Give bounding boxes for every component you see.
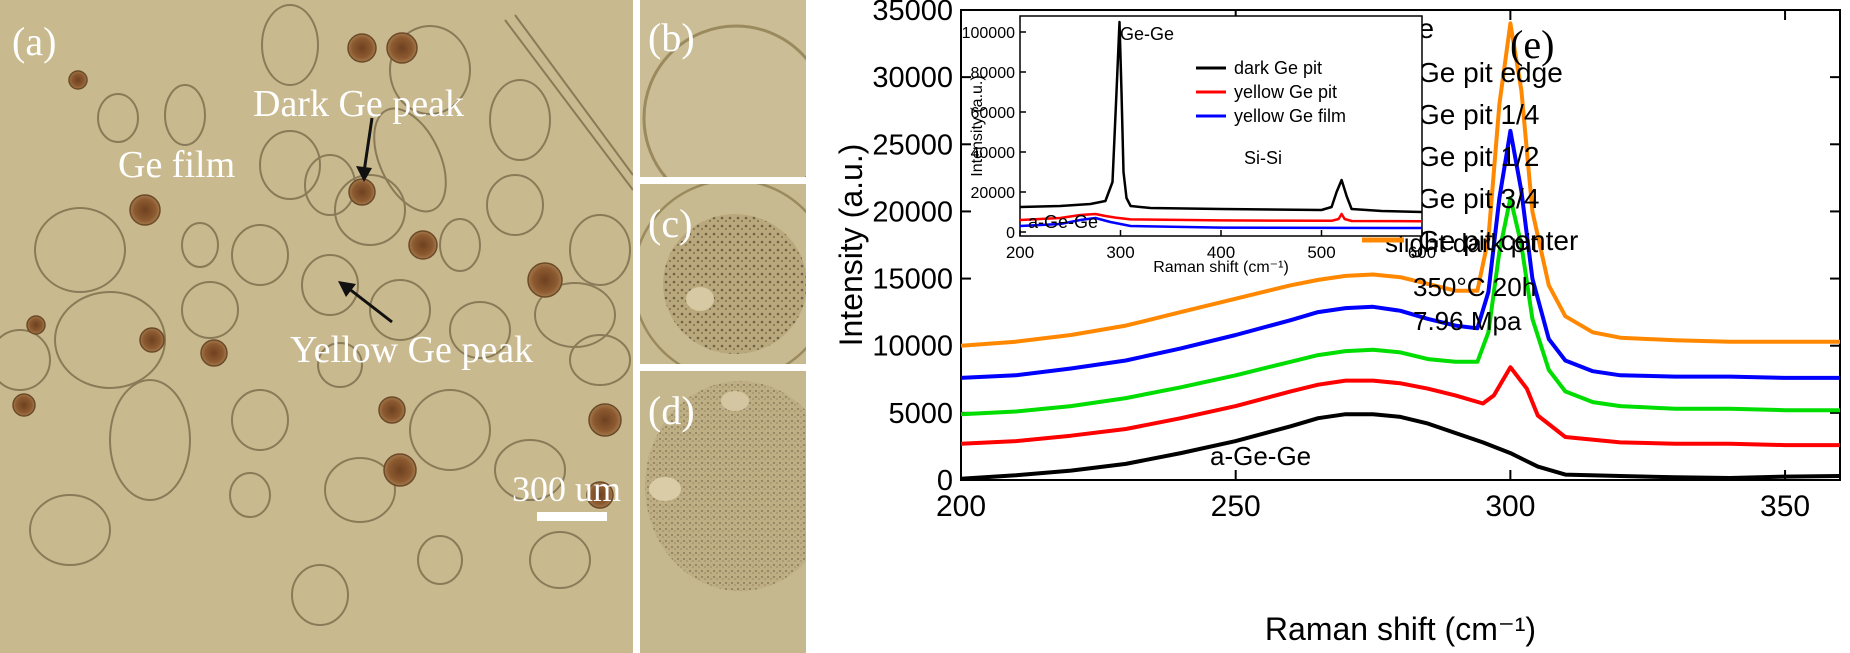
inset-ge-ge-annotation: Ge-Ge — [1120, 24, 1174, 44]
scale-bar — [537, 512, 607, 521]
inset-y-tick-label: 40000 — [971, 145, 1016, 162]
x-tick-label: 300 — [1485, 490, 1535, 523]
panel-e-label: (e) — [1510, 22, 1554, 67]
condition-2-annotation: 350°C 20h — [1413, 272, 1536, 302]
inset-x-tick-label: 200 — [1006, 243, 1034, 262]
inset-y-tick-label: 20000 — [971, 185, 1016, 202]
micrograph-b-image — [642, 24, 806, 177]
micrograph-panel-a: (a) Dark Ge peak Ge film Yellow Ge peak … — [0, 0, 633, 653]
series-line-ge-pit-3-4 — [960, 128, 1840, 380]
inset-series-line-yellow-ge-film — [1019, 216, 1423, 230]
inset-y-tick-label: 0 — [1006, 225, 1015, 242]
panel-c-label: (c) — [648, 201, 693, 246]
a-ge-ge-annotation: a-Ge-Ge — [1210, 441, 1311, 471]
yellow-peak-arrow — [347, 286, 393, 324]
inset-si-si-annotation: Si-Si — [1244, 148, 1282, 168]
inset-y-tick-label: 80000 — [971, 65, 1016, 82]
dark-peak-arrow — [362, 117, 374, 173]
legend-label: Ge pit 1/2 — [1418, 141, 1539, 172]
inset-plot-frame — [1019, 15, 1423, 237]
micrograph-a-image — [0, 4, 633, 626]
series-line-ge-pit-center — [960, 21, 1840, 348]
panel-b-label: (b) — [648, 15, 695, 60]
raman-chart-e: 200 250 300 3500500010000150002000025000300… — [833, 0, 1841, 647]
yellow-ge-peak-label: Yellow Ge peak — [290, 329, 534, 371]
inset-y-axis-label: Intensity (a.u.) — [969, 75, 986, 176]
ge-film-label: Ge film — [118, 144, 236, 186]
inset-x-tick-label: 400 — [1207, 243, 1235, 262]
y-tick-label: 15000 — [872, 264, 953, 296]
panel-a-label: (a) — [12, 19, 57, 64]
inset-x-tick-label: 600 — [1408, 243, 1436, 262]
inset-y-tick-label: 100000 — [962, 25, 1015, 42]
dark-ge-peak-label: Dark Ge peak — [253, 83, 465, 125]
scale-bar-label: 300 um — [512, 469, 622, 509]
inset-legend-label: yellow Ge film — [1234, 106, 1346, 126]
y-tick-label: 0 — [937, 465, 953, 497]
series-line-ge-pit-1-4 — [960, 365, 1840, 448]
y-tick-label: 25000 — [872, 129, 953, 161]
y-tick-label: 35000 — [872, 0, 953, 27]
inset-x-tick-label: 300 — [1106, 243, 1134, 262]
y-tick-label: 30000 — [872, 62, 953, 94]
inset-series-line-dark-ge-pit — [1019, 20, 1423, 214]
main-chart: 200 250 300 3500500010000150002000025000300… — [833, 0, 1841, 647]
inset-y-tick-label: 60000 — [971, 105, 1016, 122]
series-line-ge-pit-edge — [960, 412, 1841, 481]
series-line-ge-pit-1-2 — [960, 196, 1840, 417]
micrograph-panel-b: (b) — [640, 0, 806, 177]
x-tick-label: 250 — [1211, 490, 1261, 523]
inset-series-line-yellow-ge-pit — [1019, 212, 1423, 223]
x-tick-label: 200 — [936, 490, 986, 523]
inset-x-tick-label: 500 — [1307, 243, 1335, 262]
y-axis-label: Intensity (a.u.) — [833, 144, 869, 347]
micrograph-c-image — [640, 184, 806, 364]
inset-legend-label: dark Ge pit — [1234, 58, 1322, 78]
x-tick-label: 350 — [1760, 490, 1810, 523]
inset-chart: 200 300 400 500 600 0 20000 40000 60000 80000 1000… — [962, 15, 1436, 276]
legend-label: Ge pit edge — [1418, 57, 1563, 88]
y-tick-label: 5000 — [888, 398, 953, 430]
y-tick-label: 20000 — [872, 196, 953, 228]
y-tick-label: 10000 — [872, 331, 953, 363]
inset-legend-label: yellow Ge pit — [1234, 82, 1337, 102]
panel-d-label: (d) — [648, 388, 695, 433]
inset-a-ge-ge-annotation: a-Ge-Ge — [1028, 212, 1098, 232]
micrograph-d-image — [645, 381, 806, 591]
micrograph-panel-d: (d) — [640, 371, 806, 653]
legend-label: Ge pit center — [1418, 225, 1578, 256]
legend-label: Ge pit 3/4 — [1418, 183, 1539, 214]
main-plot-frame — [960, 9, 1841, 481]
micrograph-panel-c: (c) — [640, 184, 806, 364]
inset-x-axis-label: Raman shift (cm⁻¹) — [1153, 259, 1289, 276]
legend-label: Ge pit 1/4 — [1418, 99, 1539, 130]
condition-3-annotation: 7.96 Mpa — [1413, 306, 1522, 336]
x-axis-label: Raman shift (cm⁻¹) — [1265, 611, 1536, 647]
